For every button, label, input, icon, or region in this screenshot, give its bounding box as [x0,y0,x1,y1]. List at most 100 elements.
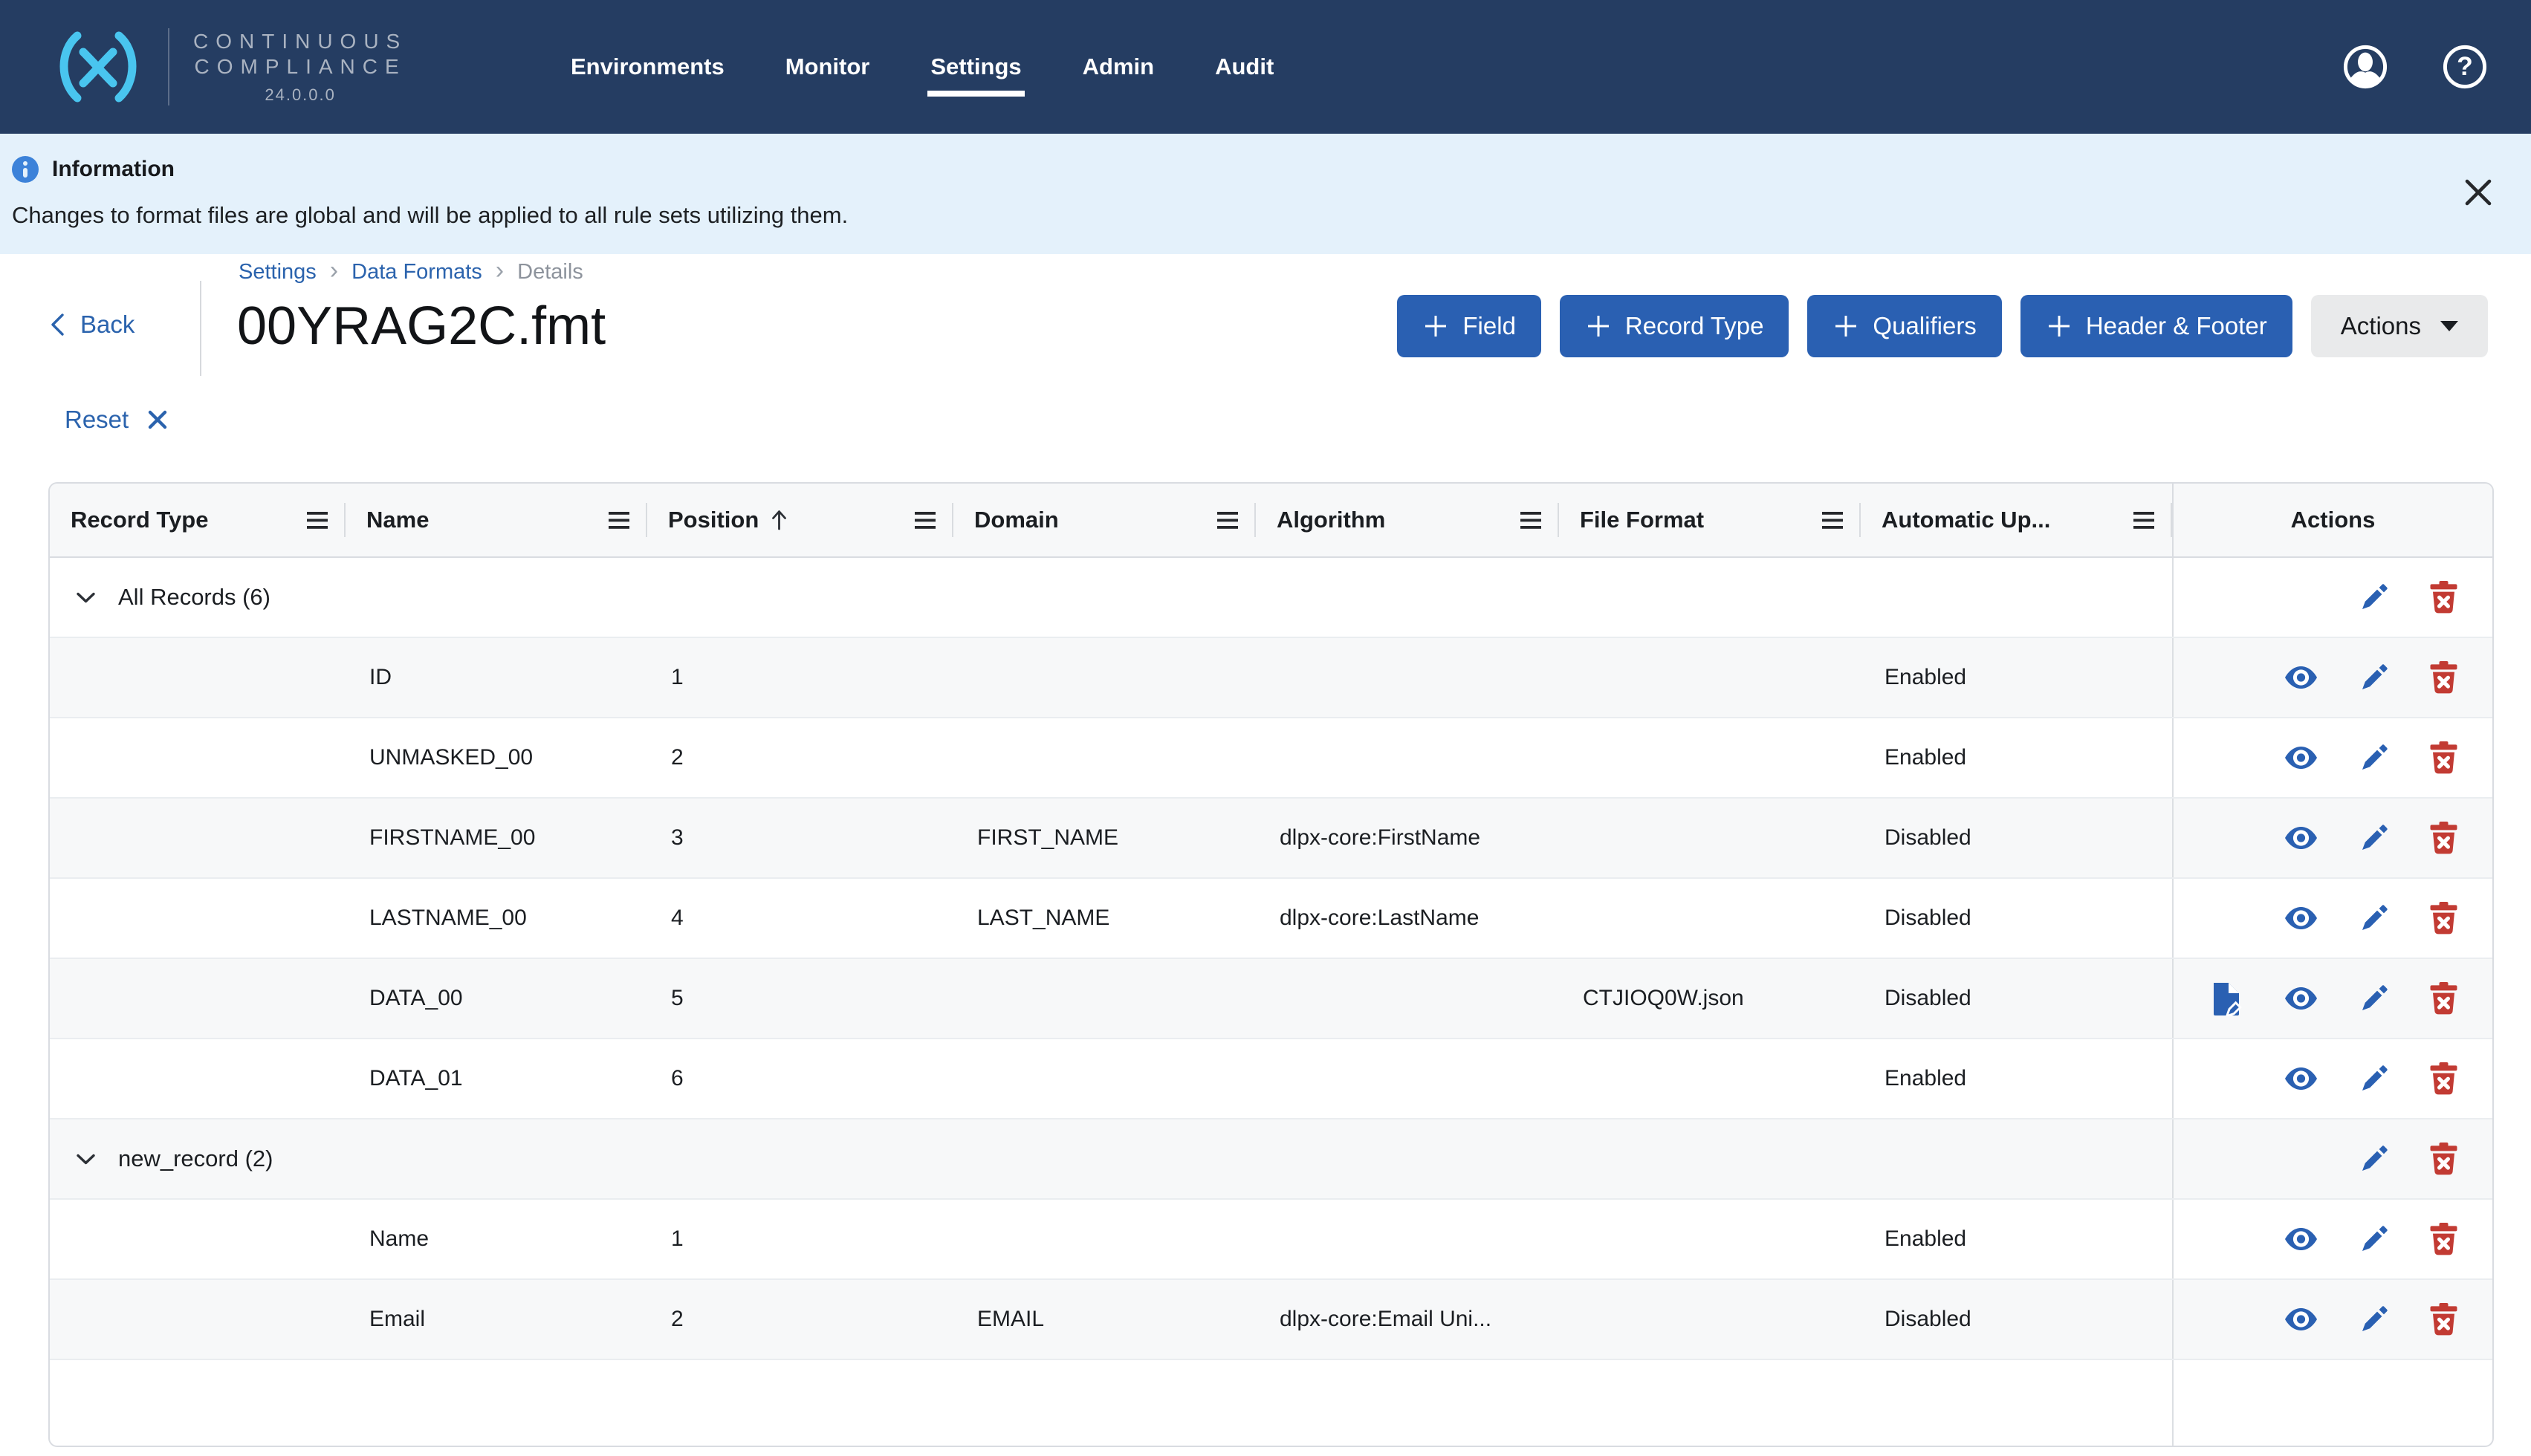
edit-button[interactable] [2359,1304,2389,1335]
algorithm-cell: dlpx-core:Email Uni... [1280,1307,1492,1331]
add-record-type-button[interactable]: Record Type [1559,295,1789,357]
reset-label: Reset [65,406,129,433]
nav-item-environments[interactable]: Environments [571,53,725,79]
collapse-group-button[interactable] [76,1153,96,1166]
column-divider [344,503,346,537]
help-icon[interactable]: ? [2442,44,2488,90]
column-menu-button[interactable] [1217,511,1239,530]
back-button[interactable]: Back [49,311,135,339]
row-actions-cell [2172,959,2492,1038]
main-nav: Environments Monitor Settings Admin Audit [569,0,1275,134]
automatic-update-cell: Enabled [1885,1066,1967,1091]
breadcrumb: Settings › Data Formats › Details [239,258,583,285]
edit-button[interactable] [2359,1064,2389,1094]
position-cell: 4 [671,906,684,930]
edit-button[interactable] [2359,984,2389,1014]
record-type-group-cell: new_record (2) [50,1119,2172,1198]
edit-button[interactable] [2359,582,2389,613]
add-field-button[interactable]: Field [1397,295,1541,357]
pencil-icon [2362,583,2388,609]
view-button[interactable] [2284,1227,2318,1251]
edit-button[interactable] [2359,1144,2389,1174]
view-button[interactable] [2284,987,2318,1010]
column-menu-button[interactable] [1822,511,1844,530]
edit-button[interactable] [2359,903,2389,934]
delete-button[interactable] [2429,1143,2458,1175]
delete-button[interactable] [2429,822,2458,854]
column-menu-button[interactable] [2133,511,2156,530]
delete-button[interactable] [2429,902,2458,935]
column-menu-button[interactable] [307,511,329,530]
view-button[interactable] [2284,666,2318,689]
column-label: Position [668,507,759,533]
edit-button[interactable] [2359,743,2389,773]
delete-button[interactable] [2429,581,2458,614]
view-button[interactable] [2284,746,2318,770]
nav-item-monitor[interactable]: Monitor [785,53,870,79]
clear-filter-x-icon[interactable] [146,409,169,431]
eye-icon [2285,666,2317,689]
name-cell: FIRSTNAME_00 [369,825,536,850]
record-type-cell [50,799,346,877]
breadcrumb-item-data-formats[interactable]: Data Formats [351,260,482,284]
name-cell: UNMASKED_00 [369,745,534,770]
edit-button[interactable] [2359,663,2389,693]
column-header-domain[interactable]: Domain [953,484,1256,556]
view-button[interactable] [2284,1307,2318,1331]
edit-file-format-button[interactable] [2211,981,2243,1016]
nav-item-audit[interactable]: Audit [1215,53,1274,79]
field-row: ID 1 Enabled [50,638,2492,718]
actions-menu-button[interactable]: Actions [2310,295,2488,357]
nav-item-admin[interactable]: Admin [1082,53,1155,79]
row-actions-cell [2172,1200,2492,1278]
info-icon [12,156,39,183]
brand-logo[interactable]: CONTINUOUS COMPLIANCE 24.0.0.0 [51,28,407,105]
record-type-cell [50,1280,346,1359]
trash-icon [2430,822,2457,854]
column-menu-button[interactable] [1520,511,1543,530]
record-type-group-row: All Records (6) [50,558,2492,638]
plus-icon [2048,316,2070,337]
algorithm-cell [1256,959,1559,1038]
info-banner: Information Changes to format files are … [0,134,2531,254]
nav-item-settings[interactable]: Settings [927,43,1025,97]
reset-filter[interactable]: Reset [65,406,169,434]
banner-close-icon[interactable] [2461,175,2495,209]
column-header-record-type[interactable]: Record Type [50,484,346,556]
collapse-group-button[interactable] [76,591,96,604]
edit-button[interactable] [2359,1224,2389,1255]
column-menu-button[interactable] [915,511,937,530]
delete-button[interactable] [2429,1062,2458,1095]
view-button[interactable] [2284,1067,2318,1091]
edit-button[interactable] [2359,823,2389,854]
automatic-update-cell: Disabled [1885,906,1971,930]
row-actions-cell [2172,638,2492,717]
view-button[interactable] [2284,826,2318,850]
position-cell: 5 [671,986,684,1010]
delete-button[interactable] [2429,661,2458,694]
domain-cell: LAST_NAME [977,906,1110,930]
delete-button[interactable] [2429,982,2458,1015]
delete-button[interactable] [2429,741,2458,774]
column-header-name[interactable]: Name [346,484,647,556]
column-header-position[interactable]: Position [647,484,953,556]
column-header-algorithm[interactable]: Algorithm [1256,484,1559,556]
add-qualifiers-button[interactable]: Qualifiers [1807,295,2002,357]
view-button[interactable] [2284,906,2318,930]
delete-button[interactable] [2429,1223,2458,1255]
breadcrumb-item-settings[interactable]: Settings [239,260,317,284]
trash-icon [2430,1062,2457,1095]
delete-button[interactable] [2429,1303,2458,1336]
table-filler-row [50,1360,2492,1446]
algorithm-cell: dlpx-core:FirstName [1280,825,1481,850]
column-label: Algorithm [1277,507,1386,533]
column-header-file-format[interactable]: File Format [1559,484,1861,556]
add-header-footer-button[interactable]: Header & Footer [2020,295,2292,357]
column-header-automatic-up-[interactable]: Automatic Up... [1861,484,2172,556]
nav-utility-icons: ? [2342,0,2488,134]
domain-cell [953,638,1256,717]
brand-version: 24.0.0.0 [265,85,336,104]
user-profile-icon[interactable] [2342,44,2388,90]
column-menu-button[interactable] [609,511,631,530]
trash-icon [2430,741,2457,774]
